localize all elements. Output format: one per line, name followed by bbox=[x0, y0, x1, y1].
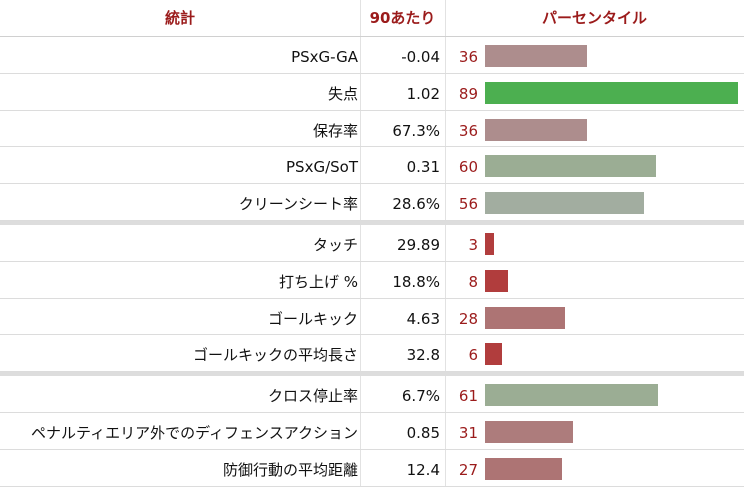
column-divider bbox=[360, 298, 361, 335]
stat-label: ゴールキックの平均長さ bbox=[192, 346, 358, 365]
header-stat[interactable]: 統計 bbox=[164, 9, 195, 27]
percentile-bar bbox=[485, 343, 502, 366]
per90-value: 32.8 bbox=[406, 346, 440, 365]
column-divider bbox=[360, 73, 361, 110]
column-divider bbox=[360, 261, 361, 298]
column-divider bbox=[360, 147, 361, 184]
table-row: 打ち上げ % 18.8% 8 bbox=[0, 261, 744, 299]
percentile-bar bbox=[485, 118, 587, 141]
percentile-value: 36 bbox=[458, 48, 478, 66]
per90-value: 67.3% bbox=[392, 121, 440, 140]
percentile-bar bbox=[485, 45, 587, 67]
percentile-value: 89 bbox=[458, 84, 478, 103]
table-row: 保存率 67.3% 36 bbox=[0, 110, 744, 148]
table-row: 失点 1.02 89 bbox=[0, 73, 744, 111]
column-divider bbox=[445, 224, 446, 261]
stat-label: 失点 bbox=[327, 84, 358, 103]
column-divider bbox=[360, 184, 361, 220]
header-per90[interactable]: 90あたり bbox=[369, 9, 436, 27]
column-divider bbox=[445, 0, 446, 36]
table-body: PSxG-GA -0.04 36 失点 1.02 89 保存率 67.3% 36 PSxG/SoT… bbox=[0, 37, 744, 487]
stat-label: タッチ bbox=[312, 235, 358, 254]
percentile-bar bbox=[485, 384, 658, 407]
percentile-value: 61 bbox=[458, 387, 478, 406]
percentile-value: 28 bbox=[458, 309, 478, 328]
per90-value: 4.63 bbox=[406, 309, 440, 328]
table-row: PSxG/SoT 0.31 60 bbox=[0, 147, 744, 185]
per90-value: 0.85 bbox=[406, 423, 440, 442]
column-divider bbox=[360, 376, 361, 412]
per90-value: 12.4 bbox=[406, 460, 440, 479]
per90-value: 0.31 bbox=[406, 158, 440, 177]
column-divider bbox=[360, 0, 361, 36]
header-percentile[interactable]: パーセンタイル bbox=[541, 9, 647, 27]
percentile-value: 60 bbox=[458, 158, 478, 177]
percentile-bar bbox=[485, 420, 573, 443]
per90-value: -0.04 bbox=[401, 48, 440, 66]
stat-label: 防御行動の平均距離 bbox=[222, 460, 358, 479]
table-row: ゴールキック 4.63 28 bbox=[0, 298, 744, 336]
stat-label: PSxG-GA bbox=[291, 48, 358, 66]
stat-label: ペナルティエリア外でのディフェンスアクション bbox=[30, 423, 358, 442]
percentile-bar bbox=[485, 81, 738, 104]
stat-label: PSxG/SoT bbox=[286, 158, 358, 177]
table-row: ペナルティエリア外でのディフェンスアクション 0.85 31 bbox=[0, 412, 744, 450]
stat-label: 保存率 bbox=[312, 121, 358, 140]
per90-value: 28.6% bbox=[392, 195, 440, 214]
table-row: クロス停止率 6.7% 61 bbox=[0, 376, 744, 413]
percentile-value: 3 bbox=[468, 235, 478, 254]
table-row: タッチ 29.89 3 bbox=[0, 224, 744, 262]
column-divider bbox=[445, 376, 446, 412]
table-row: PSxG-GA -0.04 36 bbox=[0, 37, 744, 74]
table-row: クリーンシート率 28.6% 56 bbox=[0, 184, 744, 221]
per90-value: 29.89 bbox=[397, 235, 440, 254]
percentile-value: 27 bbox=[458, 460, 478, 479]
percentile-bar bbox=[485, 457, 562, 480]
stat-label: 打ち上げ % bbox=[278, 272, 358, 291]
per90-value: 1.02 bbox=[406, 84, 440, 103]
column-divider bbox=[445, 298, 446, 335]
column-divider bbox=[445, 335, 446, 372]
percentile-bar bbox=[485, 232, 494, 255]
column-divider bbox=[445, 147, 446, 184]
column-divider bbox=[360, 110, 361, 147]
table-row: ゴールキックの平均長さ 32.8 6 bbox=[0, 335, 744, 373]
per90-value: 6.7% bbox=[401, 387, 440, 406]
column-divider bbox=[445, 110, 446, 147]
percentile-bar bbox=[485, 269, 508, 292]
table-header: 統計 90あたり パーセンタイル bbox=[0, 0, 744, 37]
percentile-bar bbox=[485, 192, 644, 215]
percentile-value: 6 bbox=[468, 346, 478, 365]
per90-value: 18.8% bbox=[392, 272, 440, 291]
column-divider bbox=[360, 449, 361, 486]
column-divider bbox=[445, 261, 446, 298]
percentile-bar bbox=[485, 155, 656, 178]
group-separator bbox=[0, 220, 744, 225]
stat-label: クリーンシート率 bbox=[238, 195, 358, 214]
column-divider bbox=[445, 184, 446, 220]
column-divider bbox=[360, 412, 361, 449]
group-separator bbox=[0, 372, 744, 377]
column-divider bbox=[445, 73, 446, 110]
column-divider bbox=[360, 224, 361, 261]
percentile-bar bbox=[485, 306, 565, 329]
table-row: 防御行動の平均距離 12.4 27 bbox=[0, 449, 744, 487]
percentile-value: 36 bbox=[458, 121, 478, 140]
column-divider bbox=[360, 37, 361, 73]
percentile-value: 56 bbox=[458, 195, 478, 214]
stat-label: クロス停止率 bbox=[267, 387, 358, 406]
percentile-value: 8 bbox=[468, 272, 478, 291]
stat-label: ゴールキック bbox=[267, 309, 358, 328]
percentile-value: 31 bbox=[458, 423, 478, 442]
column-divider bbox=[360, 335, 361, 372]
column-divider bbox=[445, 37, 446, 73]
column-divider bbox=[445, 412, 446, 449]
column-divider bbox=[445, 449, 446, 486]
